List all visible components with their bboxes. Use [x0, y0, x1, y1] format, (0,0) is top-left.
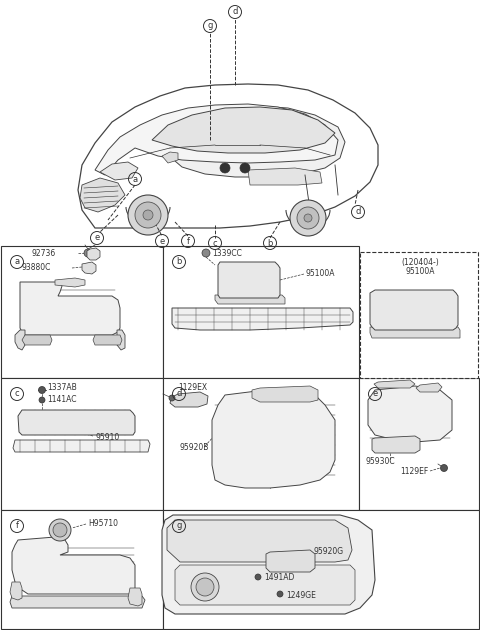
Circle shape — [255, 574, 261, 580]
Text: 1141AC: 1141AC — [47, 394, 76, 403]
Bar — [1, 510, 163, 629]
Polygon shape — [78, 84, 378, 228]
Text: g: g — [176, 522, 182, 530]
Polygon shape — [117, 330, 125, 350]
Text: 95920B: 95920B — [180, 442, 209, 452]
Polygon shape — [152, 107, 335, 153]
Circle shape — [196, 578, 214, 596]
Polygon shape — [374, 380, 415, 388]
Polygon shape — [162, 515, 375, 614]
Polygon shape — [13, 440, 150, 452]
Polygon shape — [18, 410, 135, 435]
Text: 1337AB: 1337AB — [47, 384, 77, 392]
Polygon shape — [266, 550, 315, 572]
Bar — [163, 510, 479, 629]
Bar — [163, 378, 359, 510]
Text: 1129EX: 1129EX — [178, 384, 207, 392]
Text: c: c — [15, 389, 19, 399]
Text: b: b — [176, 258, 182, 266]
Bar — [360, 252, 478, 378]
Circle shape — [135, 202, 161, 228]
Text: b: b — [267, 239, 273, 248]
Polygon shape — [100, 162, 138, 180]
Polygon shape — [95, 104, 338, 175]
Bar — [163, 246, 359, 378]
Polygon shape — [212, 390, 335, 488]
Text: 95910: 95910 — [95, 433, 119, 442]
Polygon shape — [172, 308, 353, 330]
Text: 1339CC: 1339CC — [212, 248, 242, 258]
Polygon shape — [218, 262, 280, 298]
Text: 95100A: 95100A — [305, 270, 335, 278]
Text: 1129EF: 1129EF — [400, 467, 428, 476]
Circle shape — [441, 464, 447, 471]
Circle shape — [220, 163, 230, 173]
Polygon shape — [170, 392, 208, 407]
Polygon shape — [87, 248, 100, 260]
Polygon shape — [165, 106, 345, 177]
Polygon shape — [15, 330, 25, 350]
Text: 95100A: 95100A — [405, 266, 435, 275]
Text: (120404-): (120404-) — [401, 258, 439, 266]
Polygon shape — [12, 537, 135, 594]
Text: d: d — [232, 8, 238, 16]
Polygon shape — [370, 290, 458, 330]
Circle shape — [49, 519, 71, 541]
Circle shape — [277, 591, 283, 597]
Polygon shape — [80, 178, 125, 212]
Polygon shape — [10, 596, 145, 608]
Text: a: a — [132, 175, 138, 183]
Bar — [1, 246, 163, 378]
Text: 93880C: 93880C — [22, 263, 51, 273]
Polygon shape — [10, 582, 22, 600]
Text: 95930C: 95930C — [366, 457, 396, 466]
Circle shape — [304, 214, 312, 222]
Polygon shape — [215, 295, 285, 304]
Text: a: a — [14, 258, 20, 266]
Circle shape — [169, 395, 175, 401]
Polygon shape — [93, 335, 122, 345]
Polygon shape — [22, 335, 52, 345]
Circle shape — [39, 397, 45, 403]
Polygon shape — [55, 278, 85, 287]
Polygon shape — [175, 565, 355, 605]
Text: e: e — [159, 236, 165, 246]
Text: H95710: H95710 — [88, 520, 118, 529]
Text: f: f — [187, 236, 190, 246]
Text: 1249GE: 1249GE — [286, 592, 316, 600]
Polygon shape — [368, 386, 452, 442]
Polygon shape — [20, 282, 120, 335]
Polygon shape — [370, 327, 460, 338]
Circle shape — [128, 195, 168, 235]
Text: 1491AD: 1491AD — [264, 573, 294, 583]
Bar — [359, 378, 479, 510]
Circle shape — [297, 207, 319, 229]
Polygon shape — [416, 383, 442, 392]
Polygon shape — [162, 152, 178, 163]
Circle shape — [38, 386, 46, 394]
Polygon shape — [82, 262, 96, 274]
Circle shape — [191, 573, 219, 601]
Polygon shape — [167, 520, 352, 562]
Text: 92736: 92736 — [32, 248, 56, 258]
Circle shape — [202, 249, 210, 257]
Text: e: e — [372, 389, 378, 399]
Circle shape — [240, 163, 250, 173]
Circle shape — [53, 523, 67, 537]
Text: g: g — [207, 21, 213, 30]
Text: f: f — [15, 522, 19, 530]
Text: 95920G: 95920G — [313, 546, 343, 556]
Polygon shape — [248, 168, 322, 185]
Circle shape — [143, 210, 153, 220]
Text: d: d — [176, 389, 182, 399]
Circle shape — [290, 200, 326, 236]
Circle shape — [84, 249, 92, 257]
Text: e: e — [95, 234, 100, 243]
Bar — [1, 378, 163, 510]
Polygon shape — [128, 588, 142, 606]
Text: d: d — [355, 207, 360, 217]
Polygon shape — [252, 386, 318, 402]
Polygon shape — [372, 436, 420, 453]
Text: c: c — [213, 239, 217, 248]
